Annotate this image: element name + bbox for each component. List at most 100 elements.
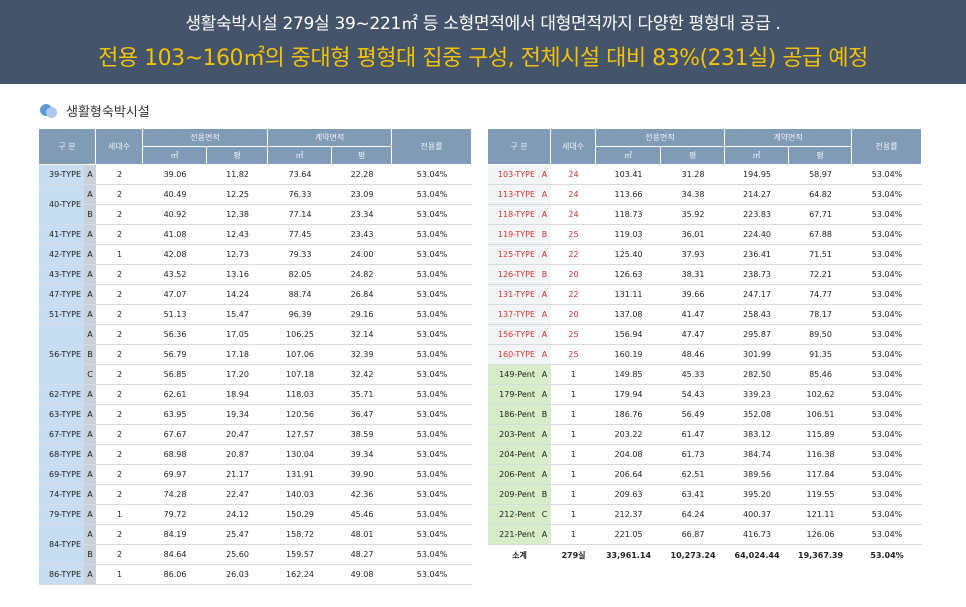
cell-ratio: 53.04% xyxy=(392,565,473,585)
type-name: 103-TYPE xyxy=(488,165,538,185)
cell-ex-sqm: 209.63 xyxy=(596,485,662,505)
type-name: 69-TYPE xyxy=(39,465,84,485)
sub-type: A xyxy=(84,245,97,265)
sub-type: A xyxy=(84,385,97,405)
cell-ct-pyeong: 91.35 xyxy=(789,345,853,365)
table-row: 186-Pent B 1 186.76 56.49 352.08 106.51 53.04% xyxy=(488,405,923,425)
cell-ex-pyeong: 54.43 xyxy=(661,385,726,405)
sub-type: A xyxy=(84,325,97,345)
cell-ex-sqm: 156.94 xyxy=(596,325,662,345)
table-row: 79-TYPE A 1 79.72 24.12 150.29 45.46 53.04% xyxy=(39,505,473,525)
table-row: 67-TYPE A 2 67.67 20.47 127.57 38.59 53.04% xyxy=(39,425,473,445)
banner-line-2: 전용 103~160㎡의 중대형 평형대 집중 구성, 전체시설 대비 83%(… xyxy=(98,46,868,71)
cell-ct-sqm: 247.17 xyxy=(725,285,790,305)
table-row: 62-TYPE A 2 62.61 18.94 118.03 35.71 53.04% xyxy=(39,385,473,405)
cell-ex-sqm: 68.98 xyxy=(143,445,208,465)
table-row: 39-TYPE A 2 39.06 11.82 73.64 22.28 53.04% xyxy=(39,165,473,185)
table-row: 118-TYPE A 24 118.73 35.92 223.83 67.71 53.04% xyxy=(488,205,923,225)
col-header-exclusive-area: 전용면적 xyxy=(596,129,726,147)
cell-ratio: 53.04% xyxy=(392,325,473,345)
sub-type: B xyxy=(538,485,552,505)
cell-ct-sqm: 214.27 xyxy=(725,185,790,205)
sub-type: B xyxy=(538,225,552,245)
type-name: 42-TYPE xyxy=(39,245,84,265)
cell-units: 2 xyxy=(96,285,144,305)
type-name: 47-TYPE xyxy=(39,285,84,305)
col-header-ratio: 전용률 xyxy=(852,129,923,165)
cell-ex-sqm: 69.97 xyxy=(143,465,208,485)
sub-type: A xyxy=(538,305,552,325)
cell-ex-pyeong: 25.47 xyxy=(207,525,269,545)
cell-ex-sqm: 131.11 xyxy=(596,285,662,305)
cell-ex-pyeong: 45.33 xyxy=(661,365,726,385)
col-header-ct-sqm: ㎡ xyxy=(268,147,333,165)
cell-ratio: 53.04% xyxy=(392,265,473,285)
cell-ct-pyeong: 22.28 xyxy=(332,165,393,185)
cell-ct-sqm: 258.43 xyxy=(725,305,790,325)
cell-ex-sqm: 206.64 xyxy=(596,465,662,485)
sub-type: A xyxy=(538,365,552,385)
cell-units: 2 xyxy=(96,445,144,465)
cell-ct-pyeong: 78.17 xyxy=(789,305,853,325)
cell-units: 1 xyxy=(551,445,597,465)
sub-type: A xyxy=(538,345,552,365)
cell-ex-pyeong: 17.20 xyxy=(207,365,269,385)
table-row: 86-TYPE A 1 86.06 26.03 162.24 49.08 53.04% xyxy=(39,565,473,585)
cell-units: 2 xyxy=(96,265,144,285)
table-row: 160-TYPE A 25 160.19 48.46 301.99 91.35 53.04% xyxy=(488,345,923,365)
cell-ct-sqm: 76.33 xyxy=(268,185,333,205)
sub-type: A xyxy=(84,565,97,585)
total-row: 소계 279실 33,961.14 10,273.24 64,024.44 19,367.… xyxy=(488,545,923,565)
cell-ct-pyeong: 102.62 xyxy=(789,385,853,405)
col-header-ex-pyeong: 평 xyxy=(207,147,269,165)
table-row: 68-TYPE A 2 68.98 20.87 130.04 39.34 53.04% xyxy=(39,445,473,465)
cell-ex-pyeong: 36.01 xyxy=(661,225,726,245)
cell-ex-pyeong: 12.38 xyxy=(207,205,269,225)
banner-line-1: 생활숙박시설 279실 39~221㎡ 등 소형면적에서 대형면적까지 다양한 … xyxy=(185,14,781,34)
type-name: 212-Pent xyxy=(488,505,538,525)
cell-ct-sqm: 236.41 xyxy=(725,245,790,265)
cell-ex-pyeong: 62.51 xyxy=(661,465,726,485)
cell-ct-sqm: 162.24 xyxy=(268,565,333,585)
table-row: 137-TYPE A 20 137.08 41.47 258.43 78.17 53.04% xyxy=(488,305,923,325)
col-header-ct-pyeong: 평 xyxy=(332,147,393,165)
cell-ratio: 53.04% xyxy=(392,405,473,425)
type-name: 160-TYPE xyxy=(488,345,538,365)
cell-units: 2 xyxy=(96,385,144,405)
cell-ex-sqm: 84.64 xyxy=(143,545,208,565)
cell-ex-pyeong: 35.92 xyxy=(661,205,726,225)
col-header-ct-sqm: ㎡ xyxy=(725,147,790,165)
cell-ex-sqm: 113.66 xyxy=(596,185,662,205)
cell-ex-pyeong: 47.47 xyxy=(661,325,726,345)
cell-ex-sqm: 212.37 xyxy=(596,505,662,525)
cell-ct-pyeong: 48.27 xyxy=(332,545,393,565)
cell-ct-pyeong: 106.51 xyxy=(789,405,853,425)
cell-ex-pyeong: 11.82 xyxy=(207,165,269,185)
sub-type: A xyxy=(84,405,97,425)
cell-ex-sqm: 103.41 xyxy=(596,165,662,185)
cell-ex-pyeong: 39.66 xyxy=(661,285,726,305)
cell-ex-sqm: 63.95 xyxy=(143,405,208,425)
cell-ct-pyeong: 126.06 xyxy=(789,525,853,545)
cell-ct-pyeong: 117.84 xyxy=(789,465,853,485)
cell-ratio: 53.04% xyxy=(852,225,923,245)
table-row: 84-TYPE A 2 84.19 25.47 158.72 48.01 53.04% xyxy=(39,525,473,565)
cell-ct-sqm: 79.33 xyxy=(268,245,333,265)
sub-type: A xyxy=(538,325,552,345)
cell-ct-pyeong: 89.50 xyxy=(789,325,853,345)
cell-ct-pyeong: 35.71 xyxy=(332,385,393,405)
cell-ct-pyeong: 74.77 xyxy=(789,285,853,305)
cell-ex-sqm: 51.13 xyxy=(143,305,208,325)
col-header-units: 세대수 xyxy=(551,129,597,165)
sub-type: B xyxy=(538,265,552,285)
cell-units: 1 xyxy=(551,425,597,445)
cell-ex-pyeong: 12.25 xyxy=(207,185,269,205)
cell-ct-pyeong: 23.34 xyxy=(332,205,393,225)
type-name: 63-TYPE xyxy=(39,405,84,425)
table-row: B 2 84.64 25.60 159.57 48.27 53.04% xyxy=(39,545,473,565)
col-header-exclusive-area: 전용면적 xyxy=(143,129,269,147)
cell-ct-pyeong: 45.46 xyxy=(332,505,393,525)
cell-ex-pyeong: 48.46 xyxy=(661,345,726,365)
table-row: 221-Pent A 1 221.05 66.87 416.73 126.06 53.04% xyxy=(488,525,923,545)
cell-ratio: 53.04% xyxy=(852,265,923,285)
